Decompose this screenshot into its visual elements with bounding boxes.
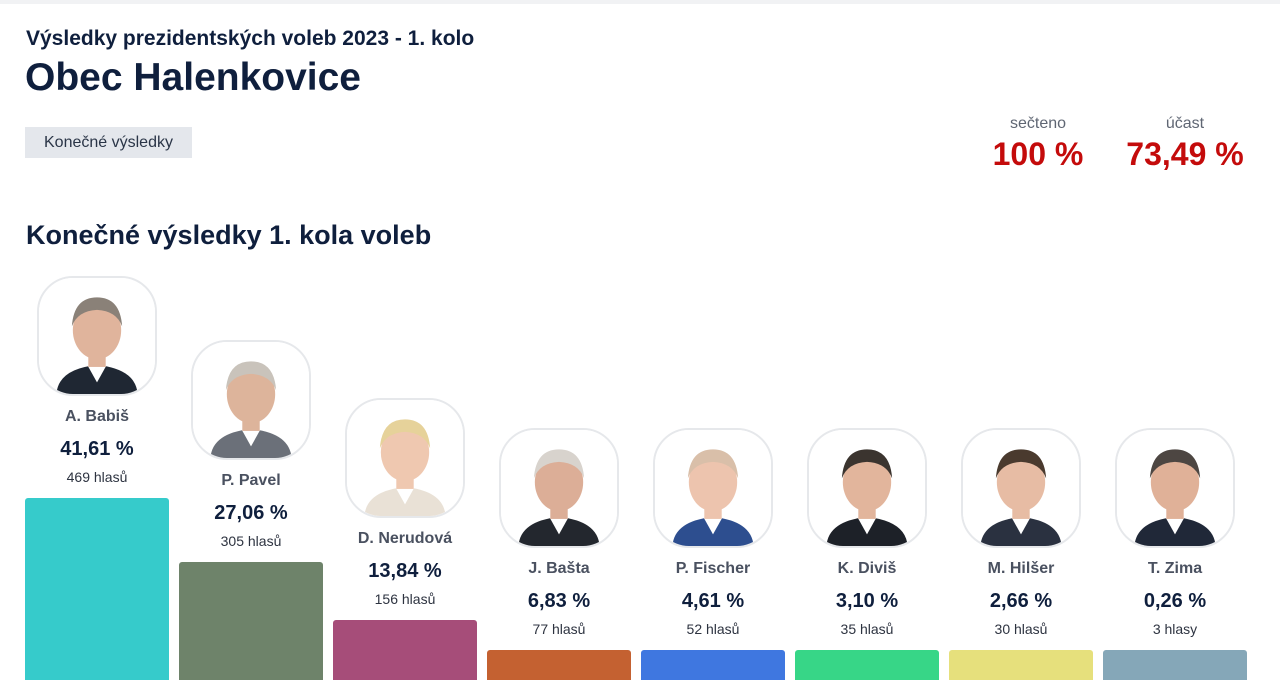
pavel-portrait-icon [191, 339, 311, 460]
result-bar [333, 619, 477, 680]
result-bar [641, 650, 785, 680]
turnout-label: účast [1165, 115, 1205, 132]
result-bar [487, 650, 631, 680]
counted-label: sečteno [1009, 115, 1067, 132]
result-bar [179, 561, 323, 680]
zima-portrait-icon [1115, 428, 1235, 548]
page-subtitle: Výsledky prezidentských voleb 2023 - 1. … [26, 27, 475, 50]
candidate-votes: 30 hlasů [994, 621, 1048, 637]
candidate-column: K. Diviš 3,10 % 35 hlasů [795, 0, 939, 685]
babis-portrait-icon [37, 276, 157, 397]
candidate-name: J. Bašta [528, 560, 590, 577]
candidate-column: D. Nerudová 13,84 % 156 hlasů [333, 0, 477, 685]
divis-portrait-icon [807, 428, 927, 548]
candidate-name: P. Pavel [221, 471, 281, 489]
candidate-votes: 305 hlasů [220, 532, 282, 549]
page-title: Obec Halenkovice [25, 56, 361, 99]
candidate-votes: 469 hlasů [66, 469, 128, 486]
candidate-column: T. Zima 0,26 % 3 hlasy [1103, 0, 1247, 685]
candidate-name: T. Zima [1147, 560, 1203, 577]
candidate-column: M. Hilšer 2,66 % 30 hlasů [949, 0, 1093, 685]
candidate-percent: 0,26 % [1143, 590, 1207, 612]
candidate-percent: 13,84 % [368, 559, 442, 582]
candidate-column: P. Fischer 4,61 % 52 hlasů [641, 0, 785, 685]
candidate-percent: 6,83 % [527, 590, 591, 612]
result-bar [25, 498, 169, 680]
top-divider [0, 0, 1280, 4]
candidate-name: K. Diviš [837, 560, 897, 577]
turnout-value: 73,49 % [1126, 136, 1244, 172]
turnout-stat: účast 73,49 % [1118, 115, 1252, 172]
fischer-portrait-icon [653, 428, 773, 548]
nerudova-portrait-icon [345, 397, 465, 518]
candidate-votes: 52 hlasů [686, 621, 740, 637]
candidate-column: P. Pavel 27,06 % 305 hlasů [179, 0, 323, 685]
result-bar [1103, 650, 1247, 680]
results-section-title: Konečné výsledky 1. kola voleb [26, 220, 432, 250]
candidate-column: A. Babiš 41,61 % 469 hlasů [25, 0, 169, 685]
counted-value: 100 % [992, 136, 1084, 172]
counted-stat: sečteno 100 % [988, 115, 1088, 172]
candidate-percent: 3,10 % [835, 590, 899, 612]
candidate-percent: 2,66 % [989, 590, 1053, 612]
candidate-name: P. Fischer [675, 560, 751, 577]
result-bar [795, 650, 939, 680]
candidate-percent: 4,61 % [681, 590, 745, 612]
candidate-votes: 3 hlasy [1152, 621, 1198, 637]
candidate-votes: 77 hlasů [532, 621, 586, 637]
candidate-name: D. Nerudová [357, 529, 453, 547]
candidate-name: M. Hilšer [987, 560, 1055, 577]
basta-portrait-icon [499, 428, 619, 548]
status-badge: Konečné výsledky [25, 127, 192, 158]
hilser-portrait-icon [961, 428, 1081, 548]
candidate-column: J. Bašta 6,83 % 77 hlasů [487, 0, 631, 685]
candidate-votes: 35 hlasů [840, 621, 894, 637]
result-bar [949, 650, 1093, 680]
candidate-percent: 41,61 % [60, 438, 134, 461]
candidate-votes: 156 hlasů [374, 590, 436, 607]
candidate-percent: 27,06 % [214, 501, 288, 524]
candidate-name: A. Babiš [64, 408, 129, 426]
